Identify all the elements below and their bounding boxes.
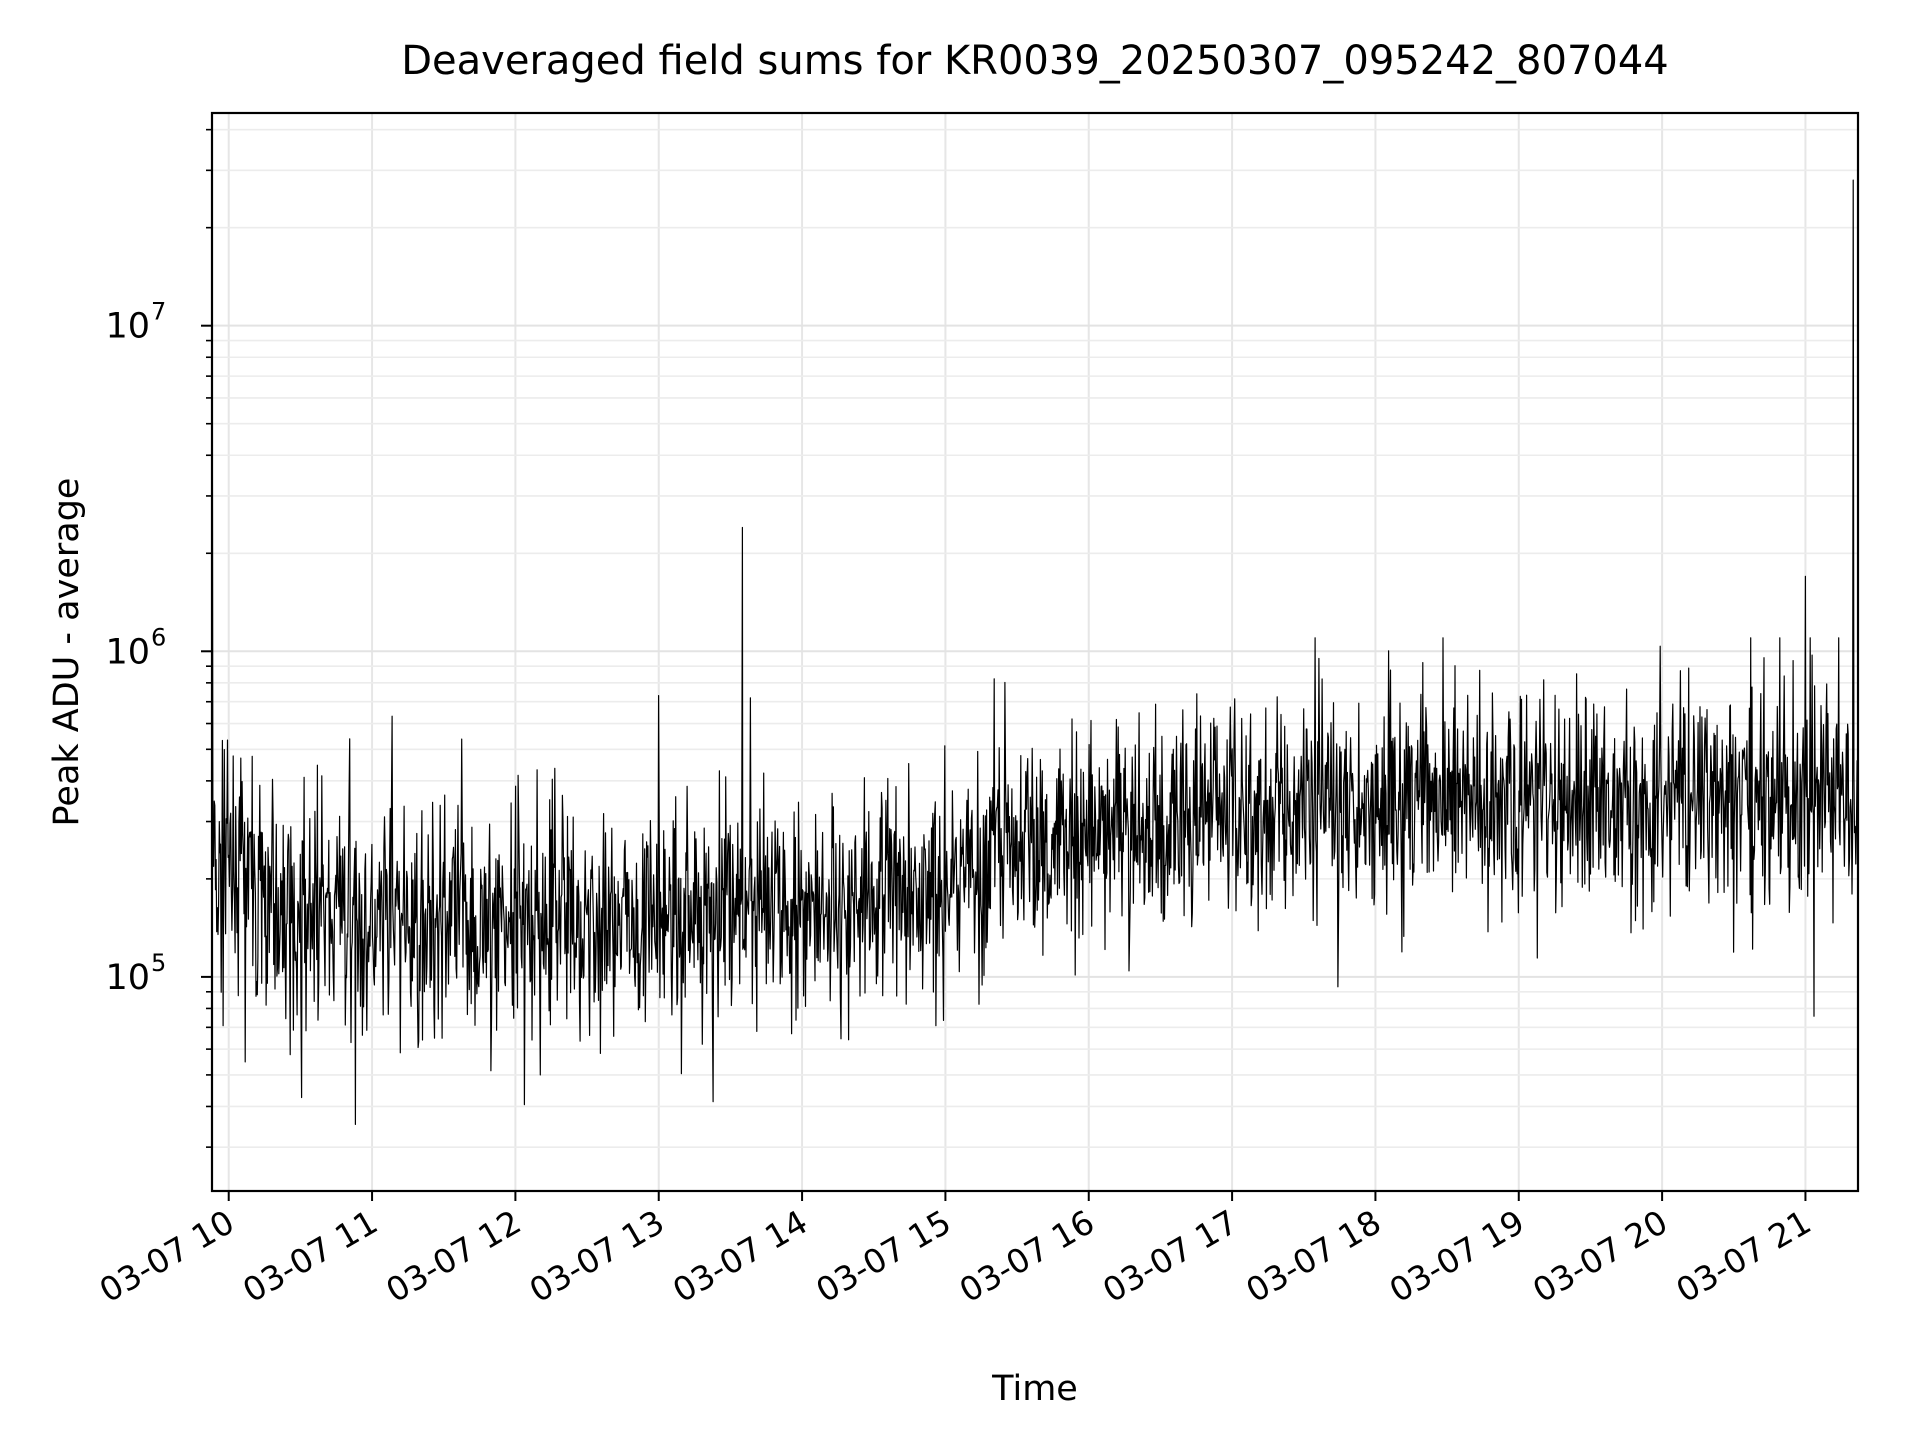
y-tick-exponent: 6 <box>151 623 166 651</box>
y-tick-exponent: 7 <box>151 298 166 326</box>
data-series-line <box>211 170 1859 1125</box>
y-tick-base: 10 <box>105 632 150 672</box>
y-tick-label: 10 6 <box>105 623 166 672</box>
y-tick-exponent: 5 <box>151 949 166 977</box>
x-axis-label: Time <box>991 1369 1078 1409</box>
grid-layer <box>212 113 1858 1191</box>
y-tick-label: 10 5 <box>105 949 166 998</box>
plot-layer <box>211 170 1859 1125</box>
y-tick-base: 10 <box>105 958 150 998</box>
chart-title: Deaveraged field sums for KR0039_2025030… <box>401 38 1669 84</box>
y-axis-label: Peak ADU - average <box>47 478 87 827</box>
y-tick-label: 10 7 <box>105 298 166 347</box>
y-tick-base: 10 <box>105 307 150 347</box>
